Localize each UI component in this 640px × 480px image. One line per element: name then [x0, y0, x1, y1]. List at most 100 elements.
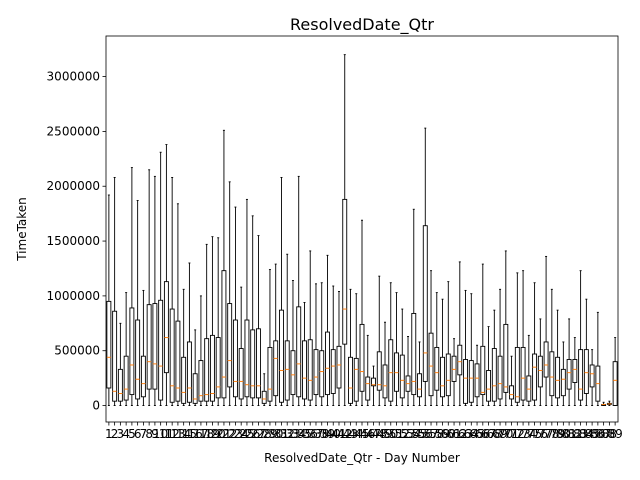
box-body [135, 319, 141, 400]
x-tick-label: 23 [228, 427, 243, 441]
x-tick-label: 88 [602, 427, 617, 441]
box-body [376, 351, 382, 391]
box-body [514, 346, 520, 403]
x-tick-label: 5 [128, 427, 136, 441]
box-body [325, 331, 330, 396]
box-52 [399, 308, 405, 407]
x-tick-label: 74 [521, 427, 536, 441]
box-68 [491, 309, 497, 407]
x-tick-label: 16 [188, 427, 203, 441]
box-7 [140, 289, 146, 407]
box-16 [192, 329, 198, 407]
x-tick-label: 56 [418, 427, 433, 441]
box-body [503, 323, 509, 393]
x-tick-label: 69 [492, 427, 507, 441]
box-body [549, 351, 555, 397]
x-tick-label: 27 [251, 427, 266, 441]
x-tick-label: 31 [274, 427, 289, 441]
x-tick-label: 70 [498, 427, 513, 441]
x-tick-label: 71 [504, 427, 519, 441]
box-66 [480, 263, 486, 407]
box-11 [163, 144, 169, 407]
x-tick-label: 3 [117, 427, 125, 441]
box-body [555, 356, 561, 399]
box-body [279, 309, 284, 403]
box-73 [520, 270, 526, 407]
box-78 [549, 288, 555, 407]
box-body [394, 352, 399, 392]
box-body [578, 349, 584, 401]
x-tick-label: 67 [481, 427, 496, 441]
box-body [112, 310, 118, 402]
box-82 [572, 337, 578, 407]
box-body [302, 340, 307, 400]
box-body [532, 353, 538, 401]
x-tick-label: 18 [199, 427, 214, 441]
box-body [284, 340, 290, 401]
x-tick-label: 53 [400, 427, 415, 441]
box-4 [123, 292, 129, 407]
x-tick-label: 79 [550, 427, 565, 441]
x-tick-label: 14 [176, 427, 191, 441]
box-1 [106, 194, 112, 407]
box-24 [238, 286, 244, 407]
x-tick-label: 61 [446, 427, 461, 441]
box-81 [566, 318, 572, 407]
x-axis: 1234567891011121314151617181920212223242… [105, 422, 623, 441]
x-tick-label: 34 [291, 427, 306, 441]
box-34 [296, 175, 302, 407]
box-body [307, 339, 313, 401]
x-tick-label: 89 [607, 427, 622, 441]
box-9 [152, 175, 158, 407]
box-47 [371, 365, 376, 407]
box-body [319, 350, 325, 398]
x-tick-label: 62 [452, 427, 467, 441]
box-14 [181, 288, 187, 407]
x-tick-label: 76 [533, 427, 548, 441]
box-body [221, 270, 227, 399]
box-45 [359, 219, 365, 407]
box-body [486, 370, 492, 402]
box-13 [175, 203, 181, 407]
box-body [186, 341, 192, 403]
box-body [457, 344, 463, 376]
x-tick-label: 12 [165, 427, 180, 441]
box-body [232, 319, 238, 398]
box-86 [595, 311, 601, 407]
x-axis-label: ResolvedDate_Qtr - Day Number [264, 451, 460, 465]
x-tick-label: 21 [216, 427, 231, 441]
box-body [192, 373, 198, 404]
box-body [336, 345, 342, 389]
box-79 [555, 309, 561, 407]
x-tick-label: 57 [423, 427, 438, 441]
box-body [445, 353, 451, 397]
box-body [589, 364, 595, 388]
box-body [468, 360, 474, 403]
box-15 [186, 262, 192, 407]
box-body [158, 299, 164, 401]
box-56 [422, 127, 428, 407]
y-tick-label: 1500000 [47, 234, 100, 248]
x-tick-label: 83 [573, 427, 588, 441]
box-body [566, 359, 572, 390]
box-6 [135, 200, 141, 407]
box-body [273, 340, 279, 397]
box-28 [261, 373, 267, 407]
x-tick-label: 60 [441, 427, 456, 441]
x-tick-label: 38 [314, 427, 329, 441]
x-tick-label: 25 [239, 427, 254, 441]
box-12 [169, 177, 175, 407]
box-body [117, 368, 123, 402]
x-tick-label: 1 [105, 427, 113, 441]
x-tick-label: 86 [590, 427, 605, 441]
box-5 [129, 167, 135, 407]
box-27 [255, 235, 261, 407]
box-body [583, 349, 589, 394]
x-tick-label: 8 [145, 427, 153, 441]
box-body [261, 390, 267, 404]
box-body [146, 304, 152, 390]
box-72 [514, 272, 520, 407]
x-tick-label: 15 [182, 427, 197, 441]
box-body [353, 357, 359, 402]
box-body [365, 376, 371, 401]
